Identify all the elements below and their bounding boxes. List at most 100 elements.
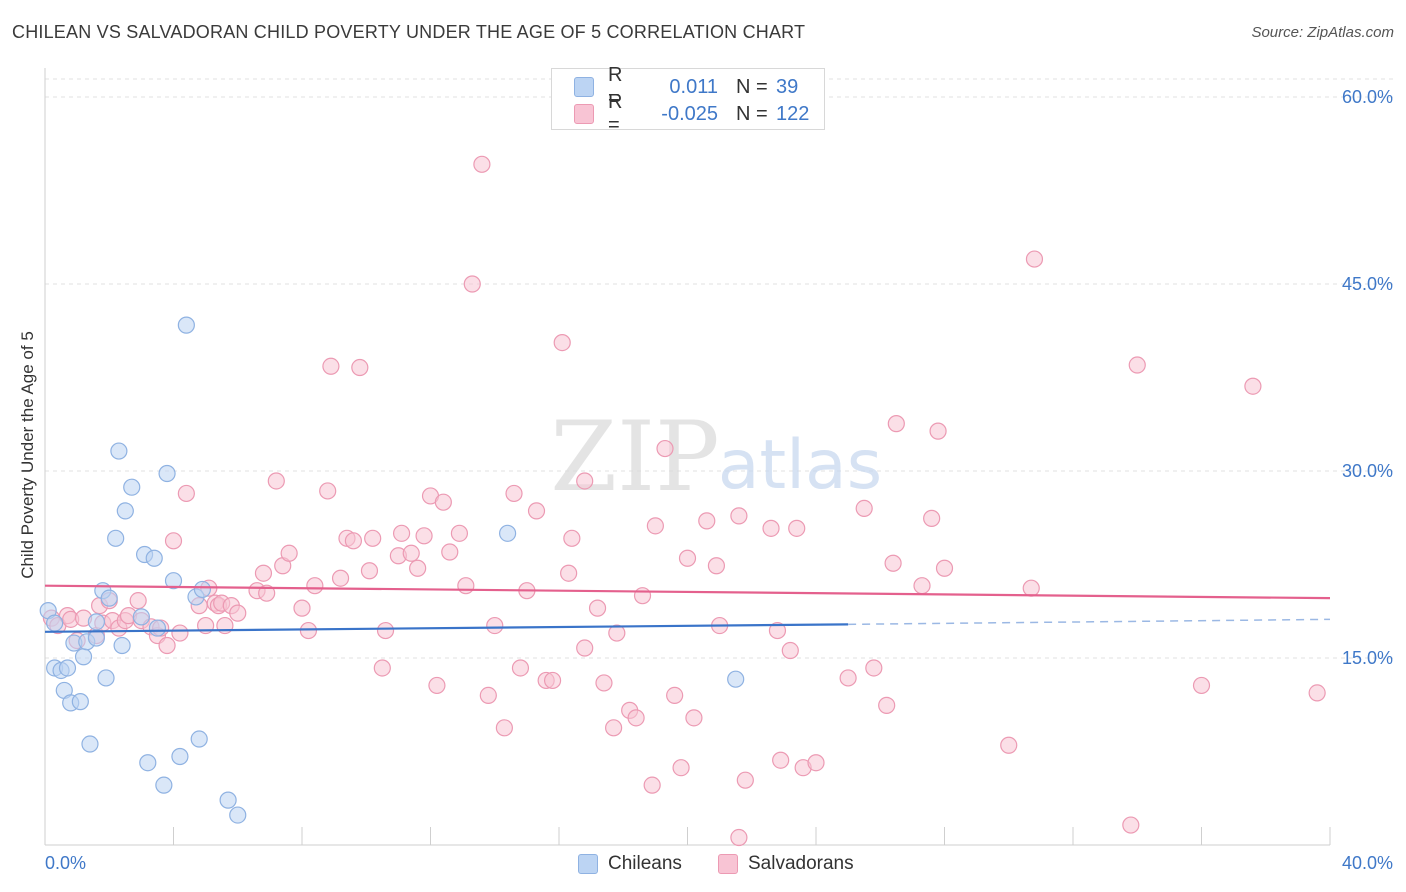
salvadoran-point — [322, 357, 340, 375]
chilean-point — [190, 730, 208, 748]
salvadorans-legend-swatch — [718, 854, 738, 874]
chileans-legend-label: Chileans — [608, 853, 682, 874]
y-tick-label: 60.0% — [1342, 87, 1393, 107]
chart-title: CHILEAN VS SALVADORAN CHILD POVERTY UNDE… — [12, 22, 806, 42]
salvadoran-point — [306, 577, 324, 595]
chilean-point — [219, 791, 237, 809]
salvadoran-point — [643, 776, 661, 794]
salvadoran-point — [434, 493, 452, 511]
salvadoran-point — [267, 472, 285, 490]
salvadoran-point — [1192, 676, 1211, 695]
salvadoran-point — [258, 584, 276, 602]
salvadoran-point — [1022, 579, 1040, 597]
chilean-point — [97, 669, 115, 687]
salvadoran-point — [409, 559, 427, 577]
salvadoran-point — [855, 499, 873, 517]
salvadoran-point — [164, 532, 183, 550]
salvadoran-point — [923, 509, 941, 527]
n-value: 122 — [776, 102, 810, 125]
chilean-point — [132, 608, 150, 626]
r-value: 0.011 — [669, 75, 718, 98]
chilean-point — [74, 648, 93, 666]
chilean-point — [81, 735, 99, 753]
salvadoran-point — [527, 502, 546, 520]
salvadoran-point — [344, 532, 362, 550]
salvadoran-point — [364, 529, 382, 547]
salvadoran-point — [280, 544, 298, 562]
chilean-point — [164, 572, 183, 590]
chilean-point — [123, 478, 141, 496]
salvadoran-point — [672, 759, 690, 777]
salvadoran-point — [293, 599, 311, 617]
salvadoran-point — [392, 524, 411, 542]
x-tick-label: 40.0% — [1342, 853, 1393, 873]
salvadoran-point — [878, 696, 896, 714]
salvadoran-point — [576, 639, 594, 657]
salvadoran-point — [402, 544, 420, 562]
salvadoran-point — [666, 686, 684, 705]
chilean-point — [71, 693, 89, 711]
salvadoran-point — [428, 676, 446, 695]
salvadoran-point — [929, 422, 947, 440]
chilean-point — [229, 806, 247, 824]
salvadoran-point — [608, 624, 626, 642]
r-value: -0.025 — [661, 102, 718, 125]
y-tick-label: 15.0% — [1342, 648, 1393, 668]
salvadoran-point — [605, 719, 623, 737]
chilean-point — [116, 502, 134, 520]
trend-lines — [44, 584, 1331, 633]
legend-row-salvadorans: R = -0.025 N = 122 — [574, 91, 810, 136]
chilean-point — [100, 589, 118, 607]
correlation-legend: R = 0.011 N = 39 R = -0.025 N = 122 — [551, 64, 825, 136]
salvadoran-point — [457, 577, 475, 595]
salvadoran-point — [730, 828, 748, 847]
salvadoran-point — [788, 519, 806, 537]
chilean-point — [193, 580, 212, 599]
salvadoran-point — [177, 484, 195, 503]
chilean-point — [155, 776, 173, 794]
salvadoran-point — [1000, 736, 1018, 754]
series-salvadorans — [42, 155, 1326, 847]
salvadoran-point — [473, 155, 491, 173]
chilean-point — [148, 619, 167, 637]
salvadoran-point — [839, 669, 857, 687]
salvadoran-point — [781, 641, 799, 660]
chilean-point — [727, 670, 745, 688]
salvadoran-point — [807, 754, 825, 772]
salvadoran-point — [376, 621, 395, 640]
salvadoran-point — [576, 472, 594, 490]
salvadoran-point — [595, 674, 613, 692]
y-axis-label: Child Poverty Under the Age of 5 — [18, 331, 37, 579]
chileans-trend-line — [44, 623, 849, 633]
salvadoran-point — [1308, 684, 1326, 702]
salvadoran-point — [441, 543, 459, 561]
chilean-point — [139, 754, 157, 772]
chileans-trend-extension — [848, 618, 1331, 626]
salvadorans-trend-line — [44, 584, 1331, 600]
n-label: N = — [736, 75, 768, 98]
r-label: R = — [608, 91, 623, 136]
salvadoran-point — [450, 524, 469, 542]
salvadoran-point — [1244, 377, 1262, 395]
n-label: N = — [736, 102, 768, 125]
salvadoran-point — [588, 599, 607, 617]
salvadoran-point — [1122, 816, 1140, 834]
chileans-swatch — [574, 77, 594, 97]
r-label: R = — [608, 64, 623, 109]
chilean-point — [46, 614, 64, 632]
salvadoran-point — [319, 482, 337, 500]
salvadoran-point — [299, 621, 318, 640]
chilean-point — [499, 524, 517, 542]
n-value: 39 — [776, 75, 799, 98]
salvadoran-point — [415, 527, 433, 545]
salvadoran-point — [730, 507, 748, 525]
salvadoran-point — [511, 659, 530, 677]
salvadoran-point — [351, 358, 369, 377]
chilean-point — [87, 613, 106, 631]
salvadoran-point — [129, 592, 147, 610]
salvadoran-point — [627, 709, 645, 727]
salvadoran-point — [495, 719, 513, 737]
y-tick-label: 30.0% — [1342, 461, 1393, 481]
salvadorans-swatch — [574, 104, 594, 124]
